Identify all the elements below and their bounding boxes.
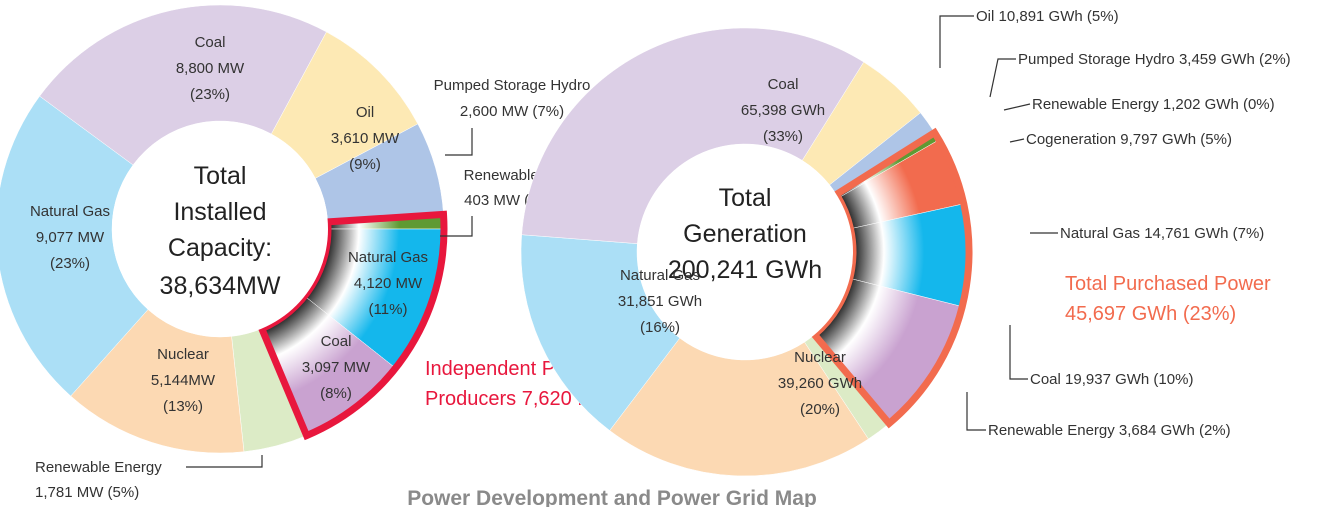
- slice-value-label: 5,144MW: [151, 372, 216, 389]
- slice-label: Coal: [195, 34, 226, 51]
- slice-value-label: 1,781 MW (5%): [35, 484, 139, 501]
- center-text: Capacity:: [168, 234, 272, 262]
- slice-value-label: 31,851 GWh: [618, 293, 702, 310]
- caption: Power Development and Power Grid Map: [407, 487, 817, 507]
- slice-label: Oil: [356, 104, 374, 121]
- leader-line: [939, 15, 974, 68]
- slice-share-label: (33%): [763, 128, 803, 145]
- slice-value: 14,761 GWh: [1144, 225, 1228, 242]
- slice-value-label: 3,097 MW: [302, 359, 371, 376]
- slice-value: 403 MW: [464, 192, 521, 209]
- slice-name: Pumped Storage Hydro: [1018, 51, 1175, 68]
- center-total: 200,241 GWh: [668, 256, 822, 284]
- group-share: (23%): [1183, 303, 1236, 325]
- slice-value: 3,459 GWh: [1179, 51, 1255, 68]
- leader-line: [445, 128, 473, 156]
- slice-label: Coal: [321, 333, 352, 350]
- slice-name: Cogeneration: [1026, 131, 1116, 148]
- slice-share: (2%): [1199, 422, 1231, 439]
- slice-value: 10,891 GWh: [999, 8, 1083, 25]
- slice-name: Renewable Energy: [1032, 96, 1159, 113]
- slice-name: Coal: [1030, 371, 1061, 388]
- slice-share-label: (11%): [369, 301, 408, 318]
- donut-hole: [637, 144, 853, 360]
- slice-share: (5%): [1200, 131, 1232, 148]
- slice-label: Pumped Storage Hydro 3,459 GWh (2%): [1018, 51, 1291, 68]
- donut-hole: [112, 121, 328, 337]
- slice-label: Nuclear: [794, 349, 846, 366]
- slice-share-label: (23%): [50, 255, 90, 272]
- slice-value: 19,937 GWh: [1065, 371, 1149, 388]
- leader-line: [186, 455, 263, 468]
- slice-value-label: 4,120 MW: [354, 275, 423, 292]
- slice-value-label: 9,077 MW: [36, 229, 105, 246]
- slice-label: Renewable Energy 3,684 GWh (2%): [988, 422, 1231, 439]
- group-name: Total Purchased Power: [1065, 273, 1271, 295]
- slice-share-label: (16%): [640, 319, 680, 336]
- slice-share-label: (8%): [320, 385, 352, 402]
- slice-share-label: (23%): [190, 86, 230, 103]
- leader-line: [989, 58, 1016, 98]
- slice-label: Coal 19,937 GWh (10%): [1030, 371, 1193, 388]
- slice-value: 3,684 GWh: [1119, 422, 1195, 439]
- slice-label: Natural Gas: [348, 249, 428, 266]
- slice-name: Natural Gas: [1060, 225, 1140, 242]
- slice-value-label: 39,260 GWh: [778, 375, 862, 392]
- group-name: Producers: [425, 388, 516, 410]
- slice-share: (0%): [1243, 96, 1275, 113]
- slice-label: Cogeneration 9,797 GWh (5%): [1026, 131, 1232, 148]
- slice-share-label: (9%): [349, 156, 381, 173]
- center-text: Total: [719, 184, 772, 212]
- group-value: 45,697 GWh: [1065, 303, 1177, 325]
- slice-label: Nuclear: [157, 346, 209, 363]
- slice-value: 9,797 GWh: [1120, 131, 1196, 148]
- slice-share-label: (13%): [163, 398, 203, 415]
- slice-value-label: 8,800 MW: [176, 60, 245, 77]
- slice-value-label: 3,610 MW: [331, 130, 400, 147]
- slice-value-label: 2,600 MW (7%): [460, 103, 564, 120]
- center-total: 38,634MW: [160, 272, 281, 300]
- slice-label: Natural Gas: [620, 267, 700, 284]
- slice-value: 1,781 MW: [35, 484, 104, 501]
- slice-label: Coal: [768, 76, 799, 93]
- slice-label: Natural Gas 14,761 GWh (7%): [1060, 225, 1264, 242]
- slice-share-label: (20%): [800, 401, 840, 418]
- slice-share: (2%): [1259, 51, 1291, 68]
- slice-label: Oil 10,891 GWh (5%): [976, 8, 1119, 25]
- slice-share: (5%): [1087, 8, 1119, 25]
- slice-label: Pumped Storage Hydro: [434, 77, 591, 94]
- slice-label: Renewable Energy: [35, 459, 162, 476]
- slice-share: (5%): [108, 484, 140, 501]
- slice-share: (10%): [1153, 371, 1193, 388]
- center-text: Installed: [173, 198, 266, 226]
- slice-value: 1,202 GWh: [1163, 96, 1239, 113]
- center-text: Generation: [683, 220, 807, 248]
- slice-label: Natural Gas: [30, 203, 110, 220]
- slice-value: 2,600 MW: [460, 103, 529, 120]
- slice-name: Renewable Energy: [988, 422, 1115, 439]
- slice-name: Oil: [976, 8, 994, 25]
- slice-share: (7%): [532, 103, 564, 120]
- slice-share: (7%): [1233, 225, 1265, 242]
- leader-line: [1009, 138, 1025, 143]
- leader-line: [1003, 103, 1031, 111]
- group-label: 45,697 GWh (23%): [1065, 303, 1236, 325]
- group-label: Total Purchased Power: [1065, 273, 1271, 295]
- center-text: Total: [194, 162, 247, 190]
- slice-value-label: 65,398 GWh: [741, 102, 825, 119]
- slice-label: Renewable Energy 1,202 GWh (0%): [1032, 96, 1275, 113]
- leader-line: [1009, 325, 1028, 380]
- leader-line: [440, 216, 473, 237]
- leader-line: [966, 392, 986, 431]
